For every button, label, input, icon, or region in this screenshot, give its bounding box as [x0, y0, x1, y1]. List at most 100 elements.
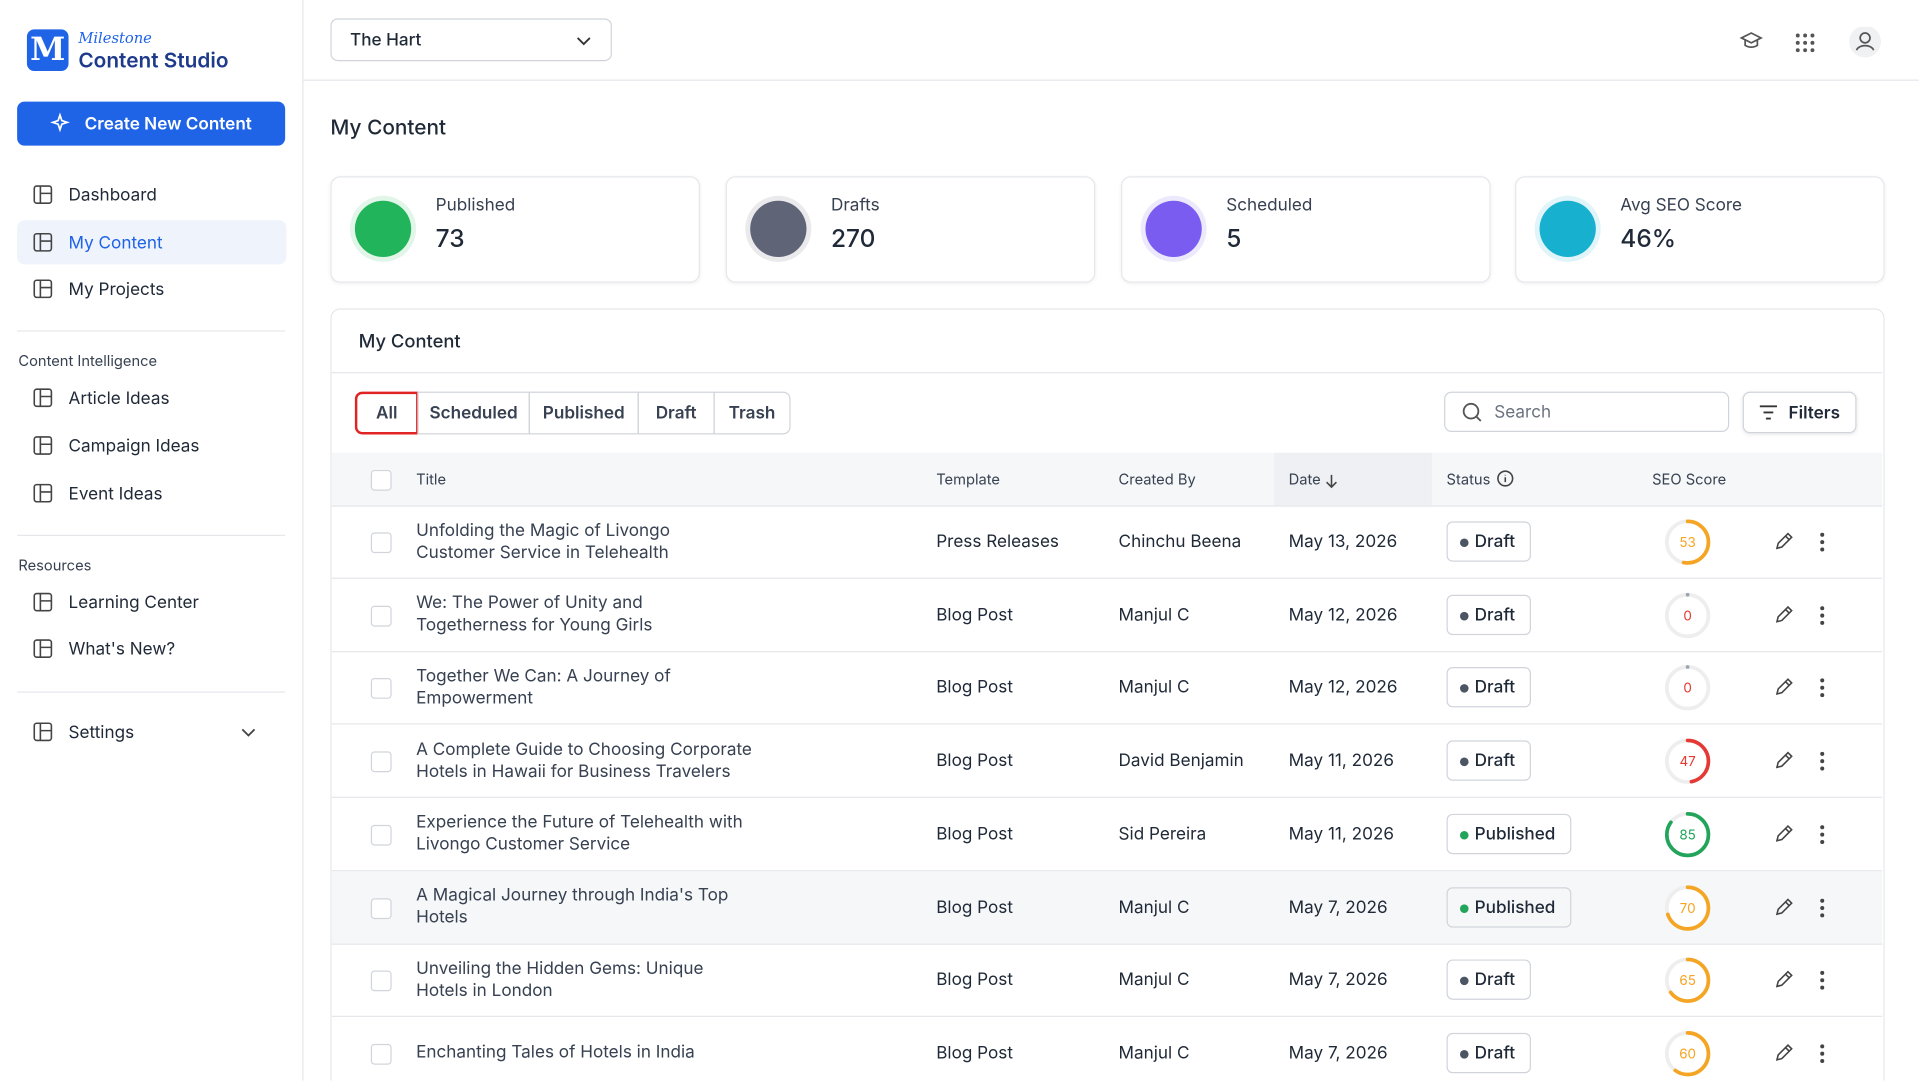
checkbox[interactable] [370, 678, 392, 700]
tab[interactable]: All [354, 391, 419, 435]
date-cell: May 13, 2026 [1288, 531, 1398, 552]
date-cell: May 7, 2026 [1288, 1042, 1388, 1064]
tab[interactable]: Published [528, 391, 639, 435]
template-cell: Blog Post [936, 969, 1013, 991]
template-cell: Blog Post [936, 750, 1013, 772]
edit-button[interactable] [1773, 822, 1795, 849]
sort-icon[interactable] [1324, 472, 1346, 499]
edit-button[interactable] [1773, 968, 1795, 995]
tab[interactable]: Trash [713, 391, 791, 435]
info-icon [1497, 470, 1519, 497]
more-button[interactable] [1811, 677, 1833, 704]
title-cell[interactable]: We: The Power of Unity and Togetherness … [416, 592, 653, 636]
more-button[interactable] [1811, 531, 1833, 558]
seo-label: 70 [1680, 900, 1696, 916]
nav-item[interactable]: What's New? [17, 627, 286, 671]
table-row[interactable] [331, 725, 1883, 799]
stat-icon [750, 200, 807, 257]
stat-label: Drafts [830, 194, 880, 216]
stat-value: 270 [830, 223, 876, 254]
table-row[interactable] [331, 798, 1883, 872]
table-row[interactable] [331, 652, 1883, 725]
create-button[interactable]: Create New Content [17, 101, 286, 146]
edit-button[interactable] [1773, 676, 1795, 703]
seo-score: 47 [1664, 738, 1711, 784]
status-badge: Published [1446, 813, 1572, 854]
column-header: SEO Score [1652, 469, 1727, 489]
nav-item[interactable]: Settings [17, 710, 286, 754]
more-button[interactable] [1811, 750, 1833, 777]
checkbox[interactable] [370, 532, 392, 554]
title-cell[interactable]: Together We Can: A Journey of Empowermen… [416, 665, 671, 709]
table-row[interactable] [331, 944, 1883, 1018]
template-cell: Blog Post [936, 1042, 1013, 1064]
topbar [303, 0, 1919, 81]
nav-item[interactable]: My Projects [17, 267, 286, 311]
edit-button[interactable] [1773, 895, 1795, 922]
checkbox[interactable] [370, 469, 392, 491]
checkbox[interactable] [370, 824, 392, 846]
nav-label: Learning Center [68, 591, 199, 613]
status-badge: Draft [1446, 594, 1531, 635]
template-cell: Press Releases [936, 531, 1059, 552]
column-header: Template [936, 469, 1000, 489]
tab[interactable]: Draft [637, 391, 715, 435]
column-header: Status [1446, 469, 1491, 489]
seo-arc [1664, 592, 1711, 638]
checkbox[interactable] [370, 897, 392, 919]
edit-button[interactable] [1773, 530, 1795, 557]
table-row[interactable] [331, 870, 1883, 945]
edit-button[interactable] [1773, 603, 1795, 630]
top-icons[interactable] [1738, 26, 1885, 59]
checkbox[interactable] [370, 970, 392, 992]
nav-item[interactable]: Dashboard [17, 173, 286, 217]
status-dot [1459, 1049, 1469, 1059]
edit-button[interactable] [1773, 1041, 1795, 1068]
date-cell: May 11, 2026 [1288, 750, 1394, 772]
checkbox[interactable] [370, 1043, 392, 1065]
more-button[interactable] [1811, 823, 1833, 850]
template-cell: Blog Post [936, 896, 1013, 918]
date-cell: May 7, 2026 [1288, 969, 1388, 991]
title-cell[interactable]: Experience the Future of Telehealth with… [416, 811, 743, 855]
status-badge: Draft [1446, 1032, 1531, 1074]
status-dot [1459, 611, 1469, 621]
nav-item[interactable]: Event Ideas [17, 471, 286, 515]
seo-score: 85 [1664, 811, 1711, 858]
seo-score: 60 [1664, 1030, 1711, 1077]
title-cell[interactable]: Unveiling the Hidden Gems: Unique Hotels… [416, 957, 704, 1001]
stat-icon [1539, 200, 1596, 257]
checkbox[interactable] [370, 751, 392, 773]
more-button[interactable] [1811, 604, 1833, 631]
more-button[interactable] [1811, 896, 1833, 923]
author-cell: Sid Pereira [1118, 823, 1207, 845]
title-cell[interactable]: Unfolding the Magic of Livongo Customer … [416, 519, 670, 563]
more-button[interactable] [1811, 1043, 1833, 1070]
tab[interactable]: Scheduled [417, 391, 530, 435]
nav-item[interactable]: Learning Center [17, 580, 286, 624]
checkbox[interactable] [370, 605, 392, 627]
divider [331, 372, 1883, 374]
edit-button[interactable] [1773, 749, 1795, 776]
table-row[interactable] [331, 578, 1883, 652]
stat-label: Published [435, 194, 516, 216]
date-cell: May 12, 2026 [1288, 604, 1398, 625]
status-badge: Draft [1446, 740, 1531, 781]
nav-item[interactable]: Campaign Ideas [17, 423, 286, 467]
title-cell[interactable]: Enchanting Tales of Hotels in India [416, 1041, 695, 1063]
search[interactable]: Search [1444, 391, 1730, 433]
filters-button[interactable]: Filters [1742, 391, 1857, 434]
title-cell[interactable]: A Magical Journey through India's Top Ho… [416, 884, 729, 928]
nav-item[interactable]: Article Ideas [17, 376, 286, 420]
status-badge: Published [1446, 886, 1572, 928]
title-cell[interactable]: A Complete Guide to Choosing Corporate H… [416, 738, 752, 782]
nav-item[interactable]: My Content [17, 220, 287, 265]
template-cell: Blog Post [936, 677, 1013, 699]
column-header[interactable]: Date [1288, 469, 1321, 489]
logo: M [26, 29, 69, 71]
table-row[interactable] [331, 505, 1883, 579]
column-header: Created By [1118, 469, 1196, 489]
property-select[interactable]: The Hart [330, 18, 612, 62]
more-button[interactable] [1811, 969, 1833, 996]
